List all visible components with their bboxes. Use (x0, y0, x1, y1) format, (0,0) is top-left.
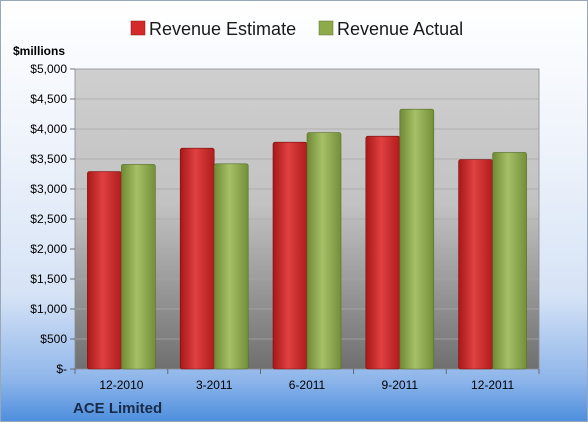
x-tick-label: 3-2011 (196, 378, 233, 392)
x-axis-ticks: 12-2010 3-2011 6-2011 9-2011 12-2011 (74, 369, 540, 392)
bar-revenue-estimate-3-2011 (179, 147, 215, 370)
bar-revenue-estimate-12-2010 (87, 171, 122, 370)
bar-revenue-actual-3-2011 (213, 163, 249, 370)
bar-revenue-actual-9-2011 (399, 108, 435, 370)
bar-revenue-actual-12-2011 (492, 152, 527, 370)
y-tick-label: $- (56, 362, 67, 376)
x-tick-label: 6-2011 (289, 378, 326, 392)
bar-revenue-estimate-6-2011 (272, 141, 308, 370)
bars (87, 108, 527, 370)
y-tick-label: $4,000 (30, 122, 67, 136)
y-tick-label: $2,500 (30, 212, 67, 226)
x-tick-label: 12-2011 (471, 378, 514, 392)
y-tick-label: $3,000 (30, 182, 67, 196)
legend-label-revenue-actual: Revenue Actual (337, 19, 463, 39)
company-label: ACE Limited (73, 400, 162, 417)
legend-label-revenue-estimate: Revenue Estimate (149, 19, 296, 39)
y-tick-label: $1,500 (30, 272, 67, 286)
x-tick-label: 9-2011 (382, 378, 419, 392)
y-tick-label: $5,000 (30, 62, 67, 76)
x-tick-label: 12-2010 (99, 378, 143, 392)
bar-revenue-actual-6-2011 (306, 132, 342, 370)
y-tick-label: $4,500 (30, 92, 67, 106)
y-tick-label: $3,500 (30, 152, 67, 166)
y-tick-label: $500 (40, 332, 67, 346)
y-axis-unit-label: $millions (13, 44, 65, 58)
bar-revenue-actual-12-2010 (121, 164, 156, 370)
legend-swatch-revenue-estimate (130, 20, 146, 36)
y-axis-ticks: $- $500 $1,000 $1,500 $2,000 $2,500 $3,000 $3,5… (30, 62, 75, 376)
legend: Revenue Estimate Revenue Actual (130, 19, 463, 39)
bar-revenue-estimate-12-2011 (458, 159, 493, 370)
bar-revenue-estimate-9-2011 (365, 135, 401, 370)
y-tick-label: $1,000 (30, 302, 67, 316)
legend-swatch-revenue-actual (318, 20, 334, 36)
y-tick-label: $2,000 (30, 242, 67, 256)
